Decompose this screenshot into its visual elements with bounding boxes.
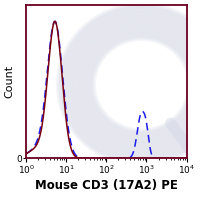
Y-axis label: Count: Count [5, 65, 15, 98]
X-axis label: Mouse CD3 (17A2) PE: Mouse CD3 (17A2) PE [35, 179, 178, 192]
